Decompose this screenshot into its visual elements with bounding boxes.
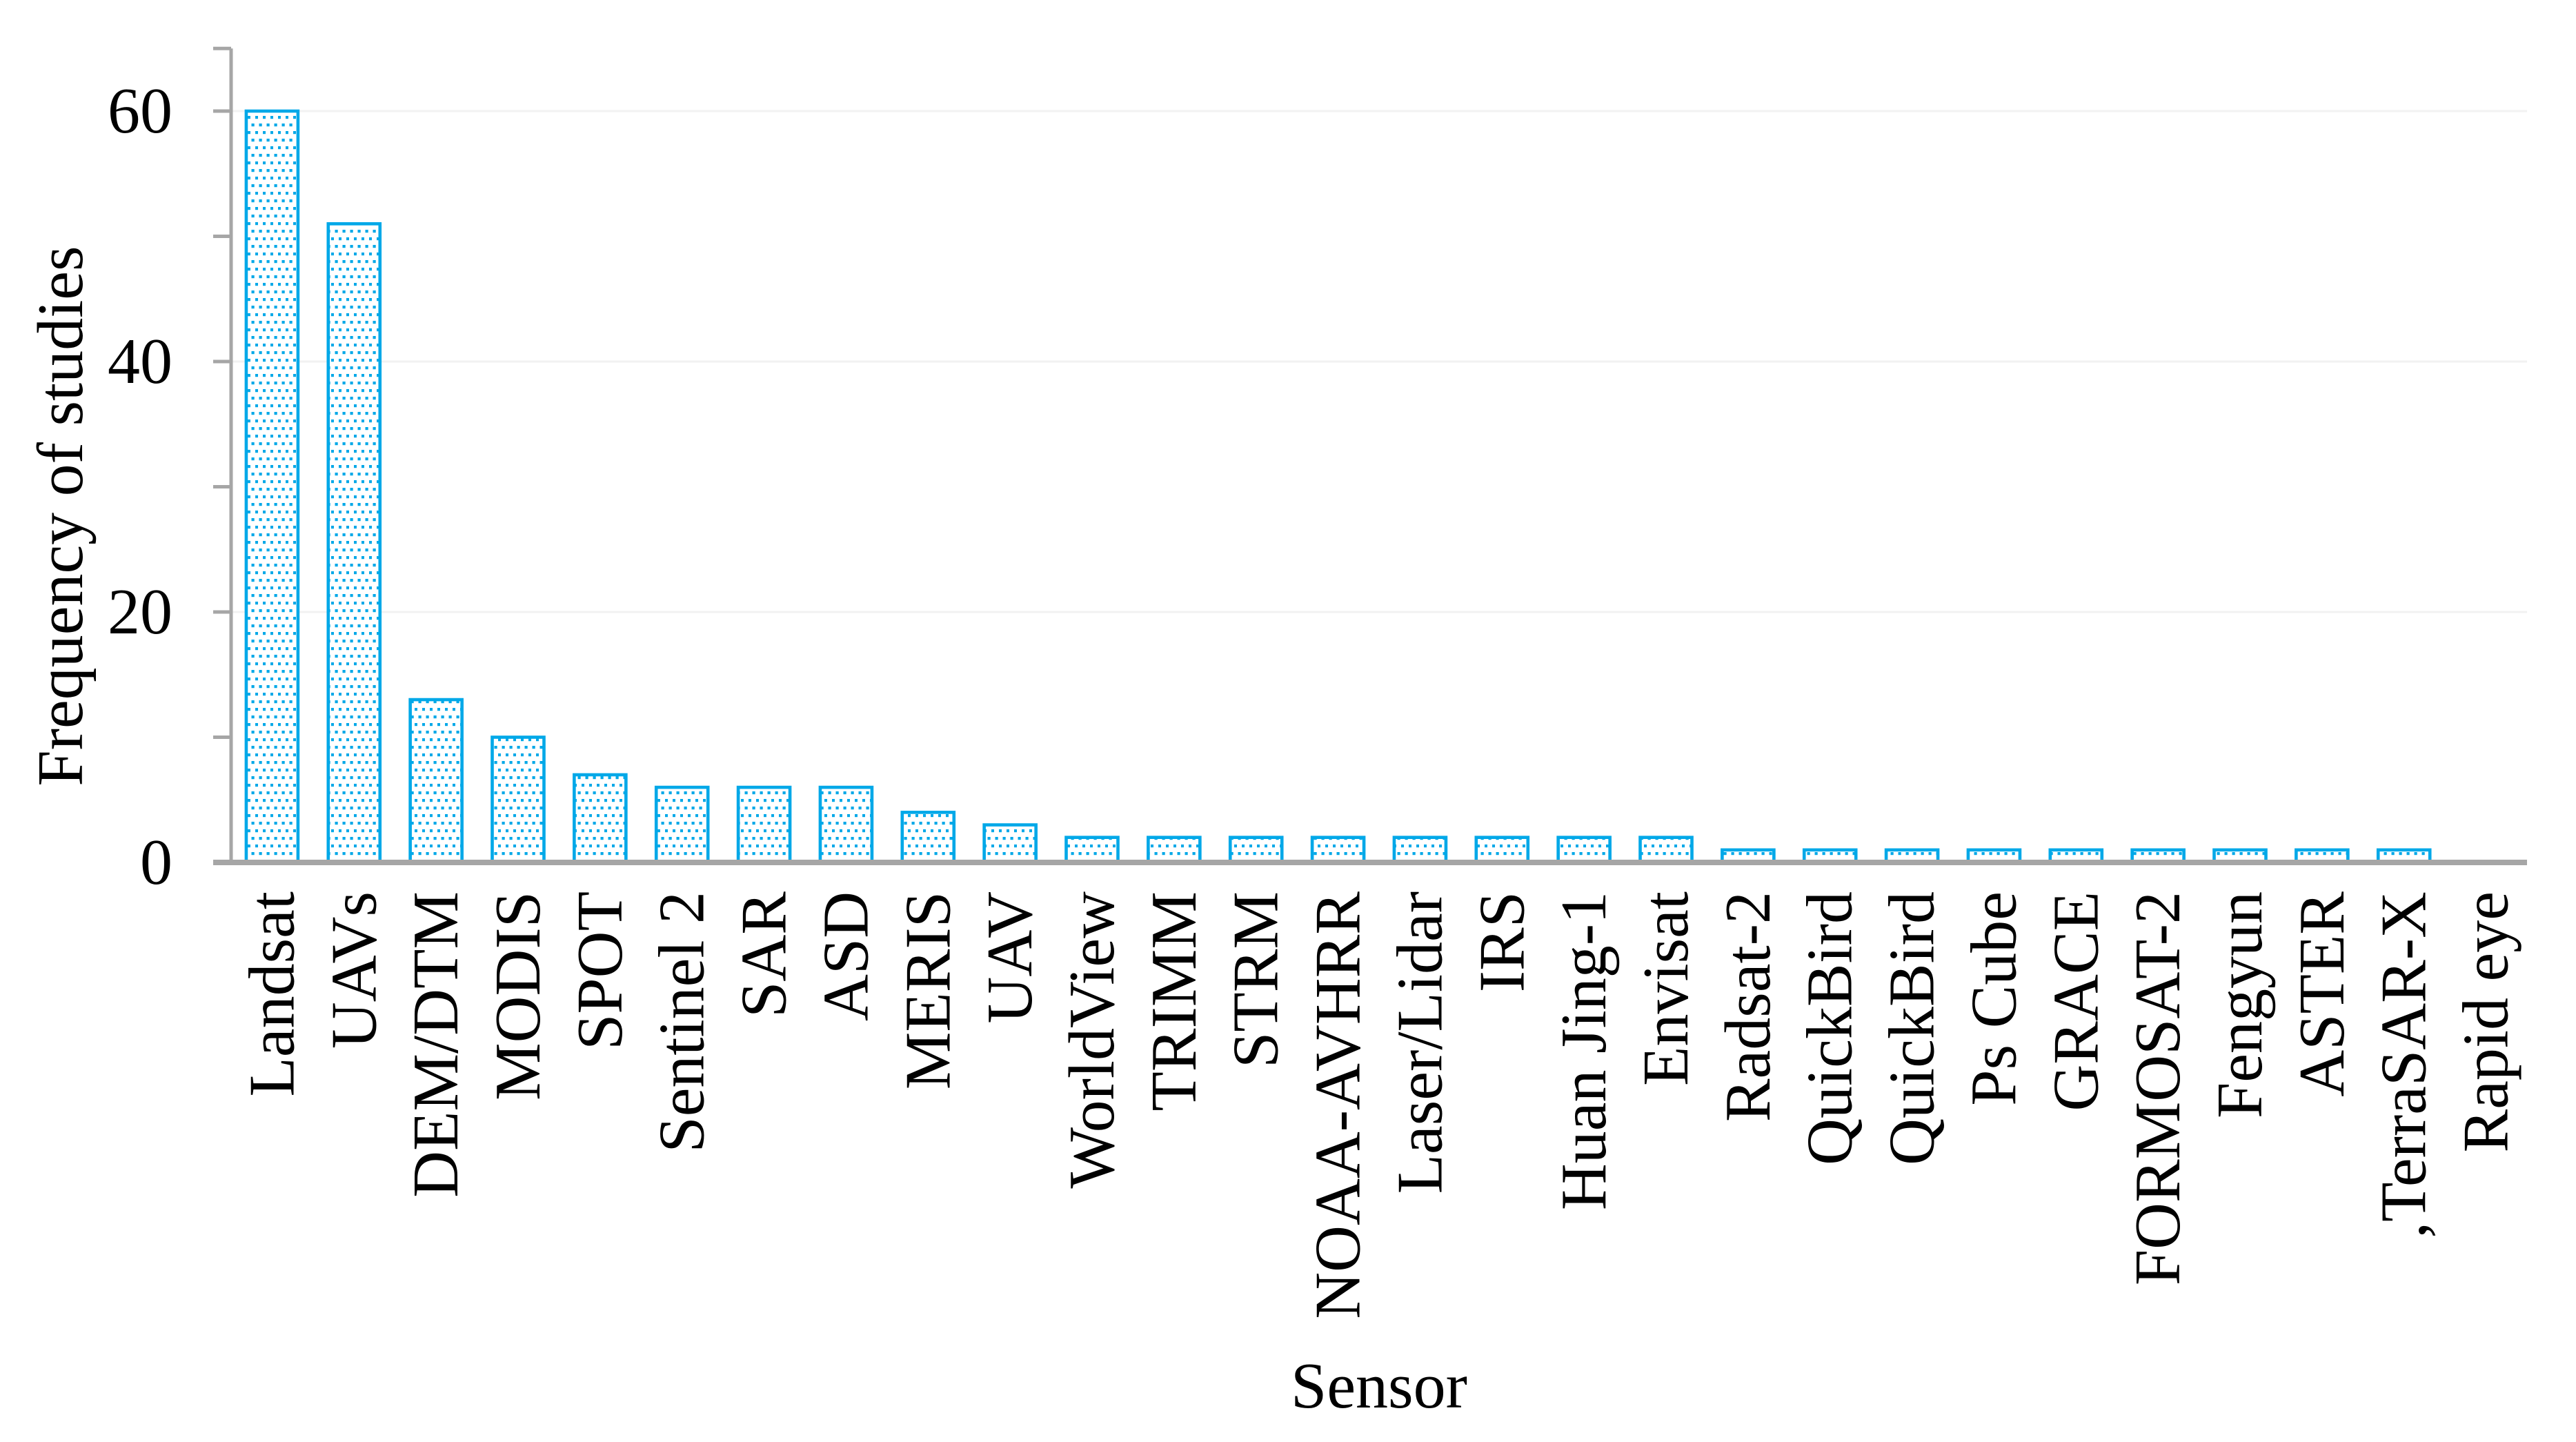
bar-huan-jing-1	[1556, 836, 1612, 865]
bar-landsat	[244, 109, 300, 865]
axes	[213, 46, 2527, 865]
x-category-label-9: UAV	[974, 891, 1046, 1024]
x-category-label-12: STRM	[1220, 891, 1292, 1068]
x-category-label-1: UAVs	[318, 891, 390, 1049]
bar-modis	[491, 735, 546, 865]
x-category-labels: Landsat UAVs DEM/DTM MODIS SPOT Sentinel 2 SAR…	[236, 891, 2521, 1319]
y-axis-title: Frequency of studies	[25, 246, 97, 787]
x-category-label-4: SPOT	[564, 891, 636, 1050]
bar-sentinel-2	[654, 785, 710, 865]
bar-laser-lidar	[1392, 836, 1448, 865]
x-category-label-19: QuickBird	[1794, 891, 1866, 1165]
x-category-label-0: Landsat	[236, 891, 308, 1097]
x-category-label-3: MODIS	[482, 891, 554, 1100]
bar-worldview	[1064, 836, 1120, 865]
bar-trimm	[1147, 836, 1202, 865]
x-category-label-26: ,TerraSAR-X	[2368, 891, 2440, 1238]
y-tick-label-40: 40	[108, 326, 172, 397]
x-category-label-21: Ps Cube	[1958, 891, 2030, 1106]
x-category-label-27: Rapid eye	[2450, 891, 2522, 1152]
x-category-label-2: DEM/DTM	[400, 891, 472, 1198]
x-category-label-6: SAR	[729, 891, 800, 1018]
x-category-label-13: NOAA-AVHRR	[1302, 891, 1374, 1319]
y-tick-label-0: 0	[140, 827, 172, 898]
bar-series	[244, 109, 2432, 865]
x-category-label-11: TRIMM	[1138, 891, 1210, 1112]
bar-envisat	[1638, 836, 1694, 865]
x-category-label-22: GRACE	[2040, 891, 2112, 1112]
x-category-label-7: ASD	[810, 891, 882, 1021]
x-category-label-25: ASTER	[2286, 891, 2358, 1097]
x-category-label-8: MERIS	[892, 891, 964, 1089]
y-tick-labels: 0 20 40 60	[108, 75, 172, 898]
x-category-label-24: Fengyun	[2204, 891, 2276, 1118]
x-category-label-14: Laser/Lidar	[1384, 891, 1456, 1194]
bar-spot	[573, 773, 628, 865]
x-category-label-16: Huan Jing-1	[1548, 891, 1620, 1210]
x-category-label-10: WorldView	[1056, 891, 1128, 1189]
x-category-label-5: Sentinel 2	[646, 891, 718, 1153]
x-category-label-23: FORMOSAT-2	[2122, 891, 2194, 1285]
bar-uav	[982, 823, 1038, 865]
bar-uavs	[326, 222, 382, 865]
x-category-label-18: Radsat-2	[1712, 891, 1784, 1122]
x-axis-title: Sensor	[1291, 1350, 1467, 1422]
x-category-label-17: Envisat	[1630, 891, 1702, 1086]
bar-dem-dtm	[408, 698, 464, 865]
y-tick-label-60: 60	[108, 75, 172, 147]
y-tick-label-20: 20	[108, 576, 172, 648]
x-category-label-15: IRS	[1466, 891, 1538, 992]
bar-asd	[818, 785, 874, 865]
bar-strm	[1228, 836, 1284, 865]
bar-sar	[736, 785, 792, 865]
x-category-label-20: QuickBird	[1876, 891, 1948, 1165]
bar-meris	[900, 811, 956, 865]
gridlines	[231, 110, 2527, 613]
bar-irs	[1474, 836, 1530, 865]
bar-noaa-avhrr	[1310, 836, 1366, 865]
